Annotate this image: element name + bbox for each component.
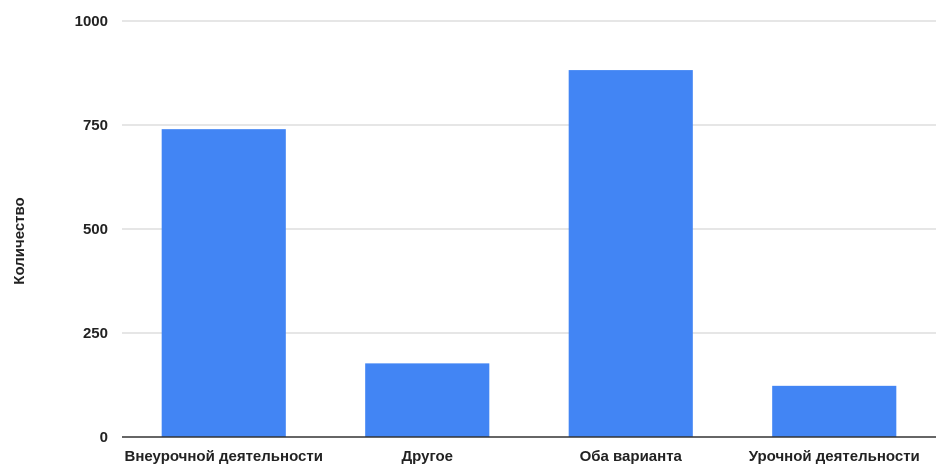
x-axis-category-labels: Внеурочной деятельности Другое Оба вариант… bbox=[125, 448, 920, 465]
bar[interactable] bbox=[365, 363, 490, 437]
x-category-label: Оба варианта bbox=[580, 448, 683, 465]
bar[interactable] bbox=[568, 70, 693, 437]
y-tick-label: 1000 bbox=[75, 13, 108, 30]
y-tick-label: 250 bbox=[83, 325, 108, 342]
bar[interactable] bbox=[772, 385, 897, 437]
y-axis-tick-labels: 0 250 500 750 1000 bbox=[75, 13, 108, 446]
x-category-label: Другое bbox=[401, 448, 453, 465]
x-category-label: Урочной деятельности bbox=[749, 448, 920, 465]
bars bbox=[161, 70, 897, 437]
y-tick-label: 0 bbox=[100, 429, 108, 446]
x-category-label: Внеурочной деятельности bbox=[125, 448, 323, 465]
y-axis-title: Количество bbox=[11, 197, 28, 284]
y-tick-label: 750 bbox=[83, 117, 108, 134]
bar[interactable] bbox=[161, 129, 286, 437]
y-tick-label: 500 bbox=[83, 221, 108, 238]
